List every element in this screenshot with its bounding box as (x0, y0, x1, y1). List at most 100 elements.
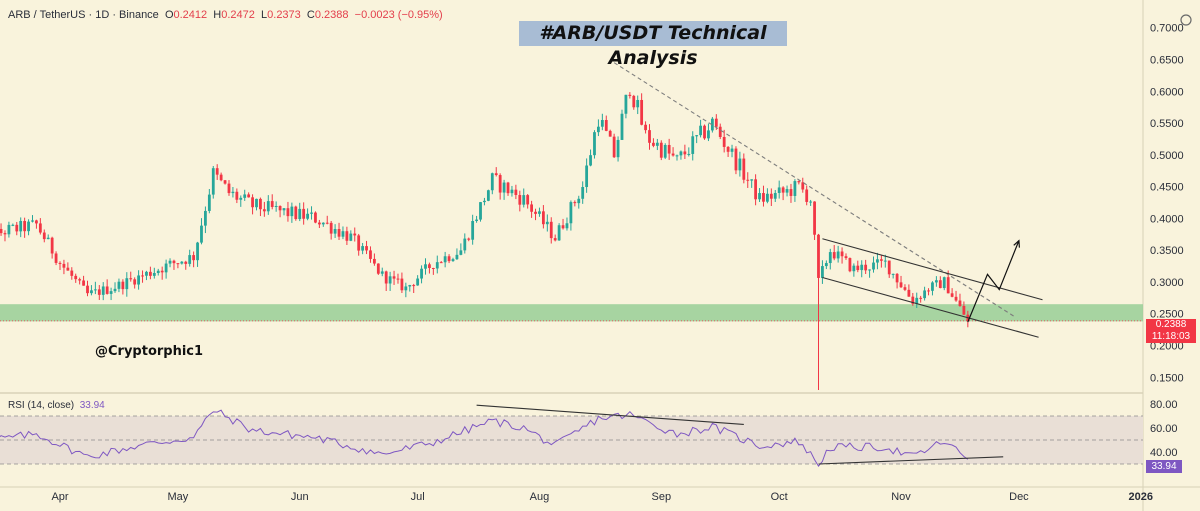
last-price-tag: 0.2388 11:18:03 (1146, 319, 1196, 343)
support-zone (0, 304, 1143, 322)
rsi-tick-label: 40.00 (1150, 447, 1178, 459)
price-tick-label: 0.5500 (1150, 118, 1184, 130)
candle-body (97, 289, 101, 295)
symbol-header: ARB / TetherUS · 1D · Binance O0.2412 H0… (8, 9, 443, 21)
candle-body (196, 242, 199, 261)
candle-body (353, 233, 357, 236)
candle-body (184, 261, 188, 264)
candle-body (726, 146, 730, 152)
author-handle: @Cryptorphic1 (95, 344, 204, 359)
candle-body (549, 221, 553, 239)
candle-body (396, 278, 400, 280)
candle-body (746, 179, 750, 181)
channel-lower-line (822, 276, 1039, 338)
candle-body (262, 209, 266, 212)
candle-body (365, 246, 368, 251)
candle-body (868, 269, 871, 271)
candle-body (950, 293, 954, 297)
candle-body (750, 179, 754, 181)
bar-countdown: 11:18:03 (1151, 331, 1191, 342)
candle-body (781, 187, 785, 193)
candle-body (710, 118, 714, 131)
candle-body (211, 168, 215, 195)
symbol-label[interactable]: ARB / TetherUS · 1D · Binance (8, 9, 159, 21)
candle-body (486, 190, 490, 201)
candle-body (54, 253, 58, 263)
price-tick-label: 0.6000 (1150, 86, 1184, 98)
candle-body (164, 263, 168, 273)
candle-body (373, 258, 376, 264)
candle-body (573, 202, 577, 204)
candle-body (369, 250, 372, 259)
candle-body (286, 208, 290, 217)
candle-body (168, 260, 172, 264)
candles (0, 92, 970, 328)
candle-body (310, 212, 313, 214)
candle-body (329, 222, 333, 234)
close-value: 0.2388 (314, 9, 349, 21)
candle-body (435, 262, 439, 269)
candle-body (404, 286, 408, 291)
candle-body (416, 278, 420, 286)
candle-body (11, 224, 15, 226)
candle-body (899, 282, 903, 288)
candle-body (302, 208, 306, 219)
change-value: −0.0023 (−0.95%) (354, 9, 443, 21)
candle-body (632, 95, 636, 108)
candle-body (400, 278, 404, 291)
candle-body (38, 223, 42, 233)
candle-body (192, 255, 196, 261)
time-tick-label: Apr (51, 491, 68, 503)
candle-body (821, 266, 824, 278)
candle-body (640, 99, 644, 125)
candle-body (738, 158, 742, 171)
candle-body (911, 296, 915, 304)
candle-body (758, 193, 761, 200)
candle-body (180, 261, 184, 264)
candle-body (266, 201, 270, 212)
candle-body (50, 237, 54, 254)
candle-body (608, 130, 612, 137)
candle-body (58, 262, 62, 264)
candle-body (172, 260, 176, 264)
candle-body (526, 195, 530, 205)
candle-body (290, 206, 294, 217)
candle-body (306, 213, 309, 219)
candle-body (530, 204, 533, 212)
candle-body (852, 265, 856, 272)
candle-body (282, 208, 286, 211)
candle-body (109, 291, 113, 294)
candle-body (475, 219, 478, 222)
candle-body (707, 130, 710, 139)
projection-arrow (967, 240, 1020, 323)
price-tick-label: 0.4500 (1150, 182, 1184, 194)
candle-body (604, 120, 608, 131)
candle-body (797, 181, 801, 183)
candle-body (333, 229, 337, 234)
candle-body (742, 158, 746, 180)
candle-body (648, 130, 651, 143)
open-label: O (164, 9, 174, 21)
candle-body (730, 148, 734, 152)
descending-trendline (613, 62, 1016, 318)
candle-body (42, 232, 46, 240)
candle-body (699, 125, 702, 136)
rsi-line (0, 409, 969, 467)
rsi-header[interactable]: RSI (14, close) 33.94 (8, 400, 105, 411)
high-label: H (213, 9, 222, 21)
candle-body (129, 278, 133, 280)
candle-body (927, 290, 930, 292)
candle-body (235, 191, 239, 200)
chart-title: #ARB/USDT Technical Analysis (519, 21, 787, 69)
candle-body (612, 136, 616, 158)
candle-body (561, 225, 565, 229)
candle-body (777, 187, 781, 193)
candle-body (78, 279, 82, 281)
candle-body (553, 238, 557, 241)
candle-body (510, 189, 514, 194)
time-tick-label: May (168, 491, 189, 503)
candle-body (31, 220, 34, 222)
close-label: C (306, 9, 315, 21)
candle-body (785, 189, 789, 193)
